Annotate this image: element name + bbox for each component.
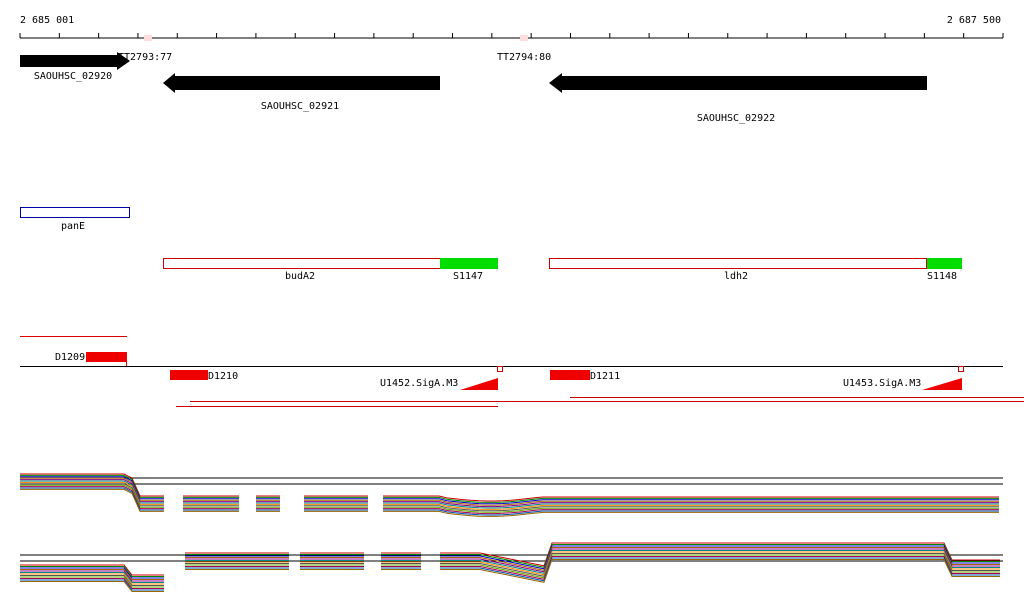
trace-line xyxy=(383,502,999,509)
promoter-mark xyxy=(460,378,498,390)
gene-label: SAOUHSC_02922 xyxy=(697,113,775,124)
trace-line xyxy=(20,473,164,497)
trace-line xyxy=(20,483,164,507)
promoter-mark xyxy=(922,378,962,390)
ruler-end: 2 687 500 xyxy=(947,15,1001,26)
segment-label: D1210 xyxy=(208,371,238,382)
segment-label: D1211 xyxy=(590,371,620,382)
terminator-label: TT2794:80 xyxy=(497,52,551,63)
trace-line xyxy=(440,544,1000,568)
promoter-box xyxy=(958,366,964,372)
annotation-label: ldh2 xyxy=(724,271,748,282)
trace-line xyxy=(440,553,1000,577)
annotation-label: budA2 xyxy=(285,271,315,282)
trace-line xyxy=(440,554,1000,579)
expression-traces xyxy=(20,473,1003,592)
annotation-box xyxy=(440,258,498,269)
trace-line xyxy=(20,570,164,582)
annotation-label: S1147 xyxy=(453,271,483,282)
promoter-label: U1452.SigA.M3 xyxy=(380,378,458,389)
promoter-box xyxy=(497,366,503,372)
terminator-mark xyxy=(144,35,152,41)
trace-line xyxy=(20,576,164,588)
segment-box xyxy=(550,370,590,380)
trace-line xyxy=(20,566,164,577)
trace-line xyxy=(20,480,164,504)
trace-line xyxy=(440,550,1000,574)
annotation-box xyxy=(549,258,927,269)
ruler-ticks xyxy=(19,33,1004,38)
trace-line xyxy=(20,474,164,498)
trace-line xyxy=(20,481,164,505)
ruler-start: 2 685 001 xyxy=(20,15,74,26)
annotation-box xyxy=(163,258,441,269)
trace-line xyxy=(383,498,999,505)
trace-line xyxy=(20,573,164,585)
gene-arrow xyxy=(163,73,440,93)
terminator-mark xyxy=(520,35,528,41)
segment-box xyxy=(170,370,208,380)
gene-label: SAOUHSC_02921 xyxy=(261,101,339,112)
annotation-box xyxy=(20,207,130,218)
annotation-label: S1148 xyxy=(927,271,957,282)
trace-line xyxy=(20,581,164,592)
gene-arrow xyxy=(20,52,130,70)
trace-line xyxy=(20,572,164,583)
trace-line xyxy=(440,559,1000,583)
gene-label: SAOUHSC_02920 xyxy=(34,71,112,82)
trace-line xyxy=(383,508,999,515)
trace-line xyxy=(383,506,999,513)
segment-label: D1209 xyxy=(55,352,85,363)
trace-line xyxy=(440,551,1000,576)
gene-arrow xyxy=(549,73,927,93)
trace-line xyxy=(440,542,1000,567)
trace-line xyxy=(440,545,1000,570)
terminator-label: TT2793:77 xyxy=(118,52,172,63)
trace-line xyxy=(383,496,999,503)
trace-line xyxy=(20,575,164,586)
promoter-label: U1453.SigA.M3 xyxy=(843,378,921,389)
trace-line xyxy=(20,564,164,576)
segment-box xyxy=(86,352,127,362)
trace-line xyxy=(440,547,1000,571)
annotation-box xyxy=(927,258,962,269)
trace-line xyxy=(383,510,999,517)
trace-line xyxy=(440,557,1000,582)
trace-line xyxy=(20,477,164,501)
trace-line xyxy=(20,567,164,579)
trace-line xyxy=(20,569,164,580)
trace-line xyxy=(20,488,164,512)
trace-line xyxy=(383,501,999,508)
trace-line xyxy=(440,556,1000,580)
trace-line xyxy=(383,505,999,512)
trace-line xyxy=(20,579,164,591)
trace-line xyxy=(383,503,999,510)
trace-line xyxy=(383,499,999,506)
trace-line xyxy=(440,548,1000,573)
trace-line xyxy=(20,487,164,511)
trace-line xyxy=(383,495,999,502)
trace-line xyxy=(20,486,164,510)
trace-line xyxy=(20,484,164,508)
trace-line xyxy=(20,476,164,500)
trace-line xyxy=(383,509,999,516)
annotation-label: panE xyxy=(61,221,85,232)
trace-line xyxy=(20,479,164,503)
trace-line xyxy=(20,578,164,589)
